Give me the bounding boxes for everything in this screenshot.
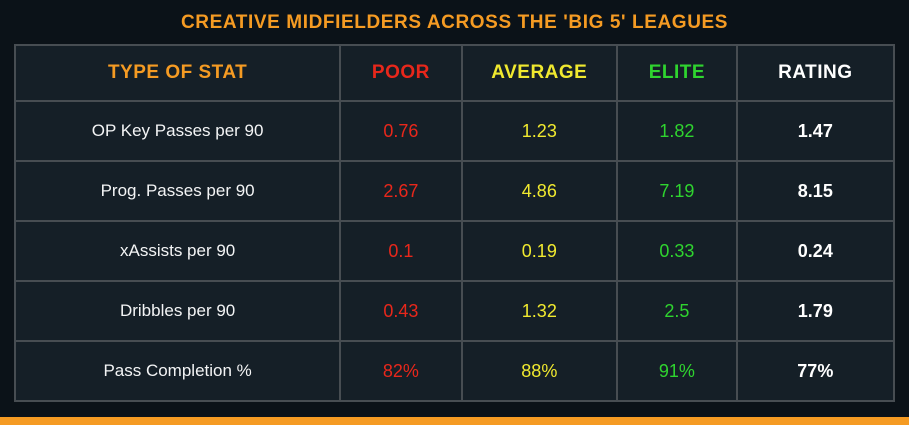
poor-value: 2.67 [339,160,463,222]
average-value: 1.23 [460,100,619,162]
rating-value: 8.15 [735,160,896,222]
column-header-average: AVERAGE [460,44,619,102]
elite-value: 7.19 [616,160,738,222]
column-header-poor: POOR [339,44,463,102]
stat-label: OP Key Passes per 90 [13,100,342,162]
elite-value: 0.33 [616,220,738,282]
average-value: 88% [460,340,619,402]
poor-value: 0.1 [339,220,463,282]
table-row: Prog. Passes per 90 2.67 4.86 7.19 8.15 [13,160,896,222]
poor-value: 0.43 [339,280,463,342]
column-header-type-of-stat: TYPE OF STAT [13,44,342,102]
poor-value: 0.76 [339,100,463,162]
elite-value: 1.82 [616,100,738,162]
average-value: 4.86 [460,160,619,222]
stat-label: Prog. Passes per 90 [13,160,342,222]
table-row: OP Key Passes per 90 0.76 1.23 1.82 1.47 [13,100,896,162]
table-row: Dribbles per 90 0.43 1.32 2.5 1.79 [13,280,896,342]
average-value: 1.32 [460,280,619,342]
table-header-row: TYPE OF STAT POOR AVERAGE ELITE RATING [13,44,896,102]
stats-table: TYPE OF STAT POOR AVERAGE ELITE RATING O… [13,44,896,402]
table-row: Pass Completion % 82% 88% 91% 77% [13,340,896,402]
table-row: xAssists per 90 0.1 0.19 0.33 0.24 [13,220,896,282]
rating-value: 77% [735,340,896,402]
column-header-rating: RATING [735,44,896,102]
average-value: 0.19 [460,220,619,282]
rating-value: 1.47 [735,100,896,162]
elite-value: 91% [616,340,738,402]
stat-label: Pass Completion % [13,340,342,402]
stat-label: xAssists per 90 [13,220,342,282]
stat-label: Dribbles per 90 [13,280,342,342]
footer-accent-bar [0,417,909,425]
page-title: CREATIVE MIDFIELDERS ACROSS THE 'BIG 5' … [180,12,729,33]
poor-value: 82% [339,340,463,402]
rating-value: 1.79 [735,280,896,342]
column-header-elite: ELITE [616,44,738,102]
elite-value: 2.5 [616,280,738,342]
rating-value: 0.24 [735,220,896,282]
